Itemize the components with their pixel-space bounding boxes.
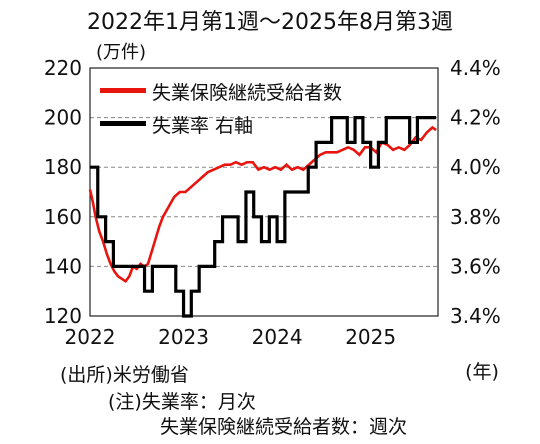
right-tick-label: 4.0% xyxy=(450,155,501,179)
x-tick-label: 2023 xyxy=(158,325,209,349)
legend-swatch-claims xyxy=(100,88,146,93)
left-tick-label: 120 xyxy=(44,304,82,328)
left-tick-label: 220 xyxy=(44,56,82,80)
left-tick-label: 160 xyxy=(44,205,82,229)
note-line-2: 失業保険継続受給者数：週次 xyxy=(160,416,408,438)
chart-title: 2022年1月第1週～2025年8月第3週 xyxy=(87,10,453,35)
right-tick-label: 4.4% xyxy=(450,56,501,80)
legend-swatch-unemployment xyxy=(100,121,146,126)
legend-label-unemployment: 失業率 右軸 xyxy=(152,115,253,137)
x-axis-unit: (年) xyxy=(465,361,499,383)
plot-frame xyxy=(89,67,439,317)
source-note: (出所)米労働省 xyxy=(60,364,189,386)
left-axis-unit: (万件) xyxy=(96,42,146,63)
left-tick-label: 180 xyxy=(44,155,82,179)
x-tick-label: 2024 xyxy=(252,325,303,349)
left-tick-label: 200 xyxy=(44,106,82,130)
tick-layer: 120 140 160 180 200 220 3.4% 3.6% 3.8% 4.0% 4.2% 4.… xyxy=(44,42,501,383)
right-tick-label: 3.8% xyxy=(450,205,501,229)
right-tick-label: 3.4% xyxy=(450,304,501,328)
right-tick-label: 3.6% xyxy=(450,254,501,278)
left-tick-label: 140 xyxy=(44,254,82,278)
claims-series-line xyxy=(88,125,437,284)
x-tick-label: 2022 xyxy=(65,325,116,349)
series-layer xyxy=(88,116,437,318)
x-tick-label: 2025 xyxy=(345,325,396,349)
note-line-1: (注)失業率：月次 xyxy=(108,391,256,413)
unemployment-series-line xyxy=(90,116,437,318)
legend-label-claims: 失業保険継続受給者数 xyxy=(152,82,342,104)
right-tick-label: 4.2% xyxy=(450,106,501,130)
